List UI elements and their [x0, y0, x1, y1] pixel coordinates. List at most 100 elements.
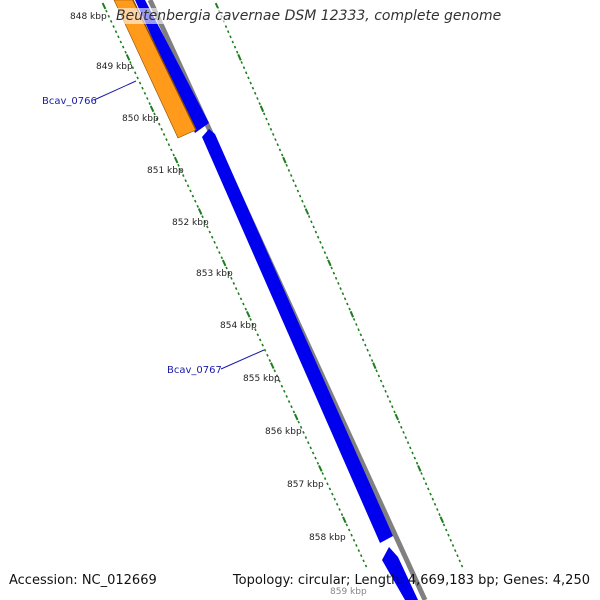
minor-tick — [458, 559, 461, 563]
minor-tick — [170, 148, 173, 152]
minor-tick — [314, 230, 318, 234]
minor-tick — [203, 220, 207, 224]
major-tick — [327, 259, 332, 267]
minor-tick — [275, 374, 279, 378]
major-tick — [125, 54, 131, 61]
minor-tick — [105, 9, 108, 13]
major-tick — [304, 208, 310, 215]
ruler-label: 856 kbp — [265, 427, 302, 437]
minor-tick — [268, 359, 272, 362]
minor-tick — [247, 76, 250, 80]
minor-tick — [377, 374, 381, 378]
minor-tick — [158, 122, 161, 126]
minor-tick — [333, 497, 337, 501]
minor-tick — [304, 436, 308, 439]
minor-tick — [227, 30, 230, 34]
inner-tick-ring — [101, 2, 368, 568]
minor-tick — [249, 317, 252, 321]
minor-tick — [427, 487, 430, 491]
minor-tick — [321, 472, 324, 475]
minor-tick — [136, 76, 139, 80]
minor-tick — [213, 240, 216, 244]
major-tick — [342, 516, 347, 524]
minor-tick — [335, 502, 339, 506]
minor-tick — [402, 430, 405, 434]
minor-tick — [117, 35, 120, 39]
minor-tick — [348, 307, 351, 311]
minor-tick — [254, 328, 257, 332]
minor-tick — [224, 25, 228, 28]
minor-tick — [411, 451, 414, 455]
minor-tick — [400, 425, 403, 429]
ruler-label: 855 kbp — [243, 374, 280, 384]
minor-tick — [256, 333, 260, 337]
minor-tick — [129, 61, 132, 64]
minor-tick — [424, 482, 428, 486]
minor-tick — [133, 71, 137, 75]
minor-tick — [251, 323, 255, 326]
minor-tick — [155, 117, 159, 121]
minor-tick — [456, 554, 459, 558]
minor-tick — [341, 292, 345, 296]
major-tick — [101, 2, 107, 10]
major-tick — [149, 105, 155, 113]
ruler-label: 852 kbp — [172, 218, 209, 228]
minor-tick — [172, 153, 175, 157]
minor-tick — [258, 338, 262, 342]
minor-tick — [319, 240, 322, 244]
minor-tick — [290, 405, 293, 409]
gene-arrow-bcav-0767[interactable] — [202, 129, 393, 543]
minor-tick — [311, 451, 315, 455]
minor-tick — [280, 384, 284, 388]
ruler-label: 857 kbp — [287, 480, 324, 490]
minor-tick — [331, 492, 334, 496]
minor-tick — [148, 102, 151, 106]
minor-tick — [298, 194, 302, 198]
minor-tick — [276, 143, 279, 147]
minor-tick — [265, 117, 268, 121]
minor-tick — [321, 246, 324, 249]
minor-tick — [339, 287, 342, 291]
minor-tick — [218, 251, 221, 255]
minor-tick — [162, 133, 166, 136]
minor-tick — [343, 297, 347, 301]
gene-arrow-downstream[interactable] — [382, 547, 418, 600]
minor-tick — [357, 328, 360, 332]
minor-tick — [445, 528, 448, 532]
minor-tick — [297, 420, 300, 424]
ruler-label: 859 kbp — [330, 587, 367, 597]
ruler-label: 851 kbp — [147, 166, 184, 176]
minor-tick — [355, 323, 358, 326]
minor-tick — [355, 544, 358, 547]
major-tick — [197, 208, 203, 215]
minor-tick — [269, 127, 273, 131]
minor-tick — [375, 369, 378, 373]
ruler-label: 854 kbp — [220, 321, 257, 331]
minor-tick — [325, 256, 329, 260]
minor-tick — [357, 549, 361, 553]
minor-tick — [249, 81, 252, 85]
accession-label: Accession: NC_012669 — [9, 573, 157, 588]
minor-tick — [364, 564, 368, 568]
minor-tick — [352, 538, 356, 542]
minor-tick — [362, 559, 365, 563]
minor-tick — [314, 456, 317, 460]
ruler-label: 858 kbp — [309, 533, 346, 543]
gene-label-bcav-0766[interactable]: Bcav_0766 — [42, 96, 97, 107]
gene-label-bcav-0767[interactable]: Bcav_0767 — [167, 365, 222, 376]
minor-tick — [267, 122, 270, 126]
minor-tick — [292, 410, 296, 414]
minor-tick — [289, 174, 293, 177]
minor-tick — [189, 189, 192, 193]
minor-tick — [235, 50, 239, 54]
minor-tick — [292, 179, 295, 183]
minor-tick — [334, 276, 338, 280]
gene-arrow-upstream[interactable] — [135, 0, 209, 133]
minor-tick — [379, 379, 383, 383]
minor-tick — [261, 343, 264, 347]
minor-tick — [208, 230, 212, 234]
minor-tick — [451, 544, 455, 547]
minor-tick — [186, 184, 190, 188]
minor-tick — [239, 297, 243, 301]
